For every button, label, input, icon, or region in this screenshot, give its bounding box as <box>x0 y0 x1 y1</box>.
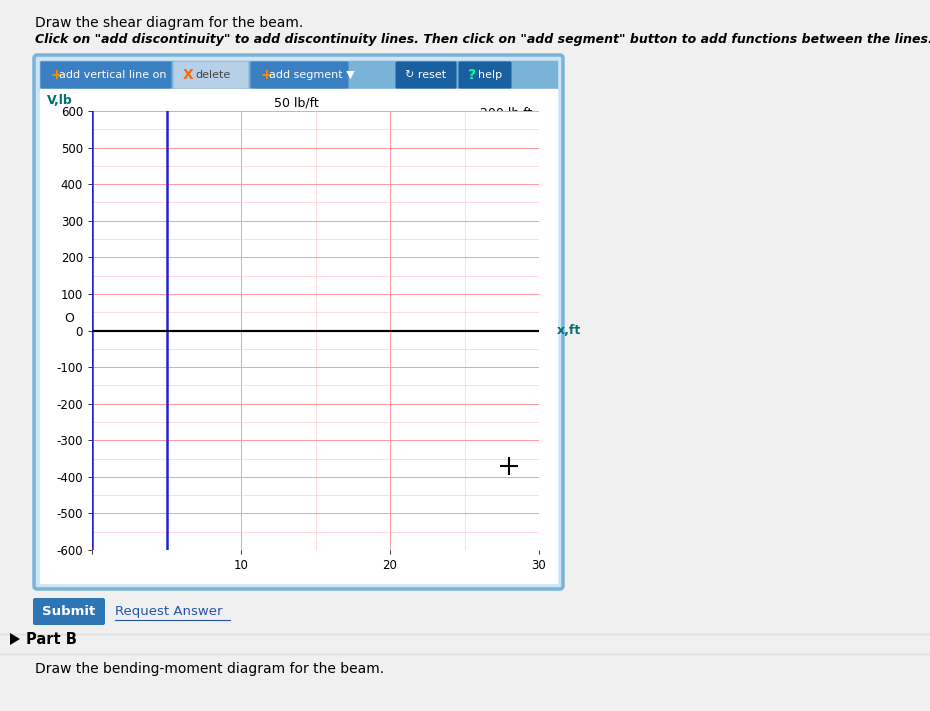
Polygon shape <box>335 171 357 187</box>
Text: C: C <box>450 149 458 163</box>
Text: 50 lb/ft: 50 lb/ft <box>274 97 319 110</box>
Polygon shape <box>10 633 20 645</box>
Text: Draw the shear diagram for the beam.: Draw the shear diagram for the beam. <box>35 16 303 30</box>
Text: Request Answer: Request Answer <box>115 605 222 618</box>
Text: B: B <box>351 156 360 169</box>
Text: Part B: Part B <box>26 631 77 646</box>
FancyBboxPatch shape <box>174 61 248 88</box>
FancyBboxPatch shape <box>33 598 105 625</box>
Text: help: help <box>478 70 502 80</box>
Text: delete: delete <box>195 70 231 80</box>
Polygon shape <box>137 171 159 187</box>
Bar <box>40 61 557 89</box>
Text: – 10 ft –: – 10 ft – <box>371 193 420 206</box>
FancyBboxPatch shape <box>34 55 563 589</box>
Text: V,lb: V,lb <box>47 94 73 107</box>
Text: x,ft: x,ft <box>557 324 581 337</box>
FancyBboxPatch shape <box>458 61 512 88</box>
FancyBboxPatch shape <box>395 61 457 88</box>
Text: A: A <box>131 149 140 163</box>
Text: Submit: Submit <box>43 605 96 618</box>
Text: ?: ? <box>468 68 476 82</box>
Text: +: + <box>260 68 272 82</box>
Bar <box>40 89 557 583</box>
FancyBboxPatch shape <box>250 61 349 88</box>
Text: – 20 ft –: – 20 ft – <box>222 193 272 206</box>
FancyBboxPatch shape <box>41 61 171 88</box>
Text: X: X <box>183 68 193 82</box>
Text: ↻ reset: ↻ reset <box>405 70 446 80</box>
Text: Draw the bending-moment diagram for the beam.: Draw the bending-moment diagram for the … <box>35 662 384 676</box>
Text: +: + <box>50 68 61 82</box>
Text: O: O <box>64 312 74 325</box>
Bar <box>148 145 445 171</box>
Text: add segment ▼: add segment ▼ <box>269 70 354 80</box>
Text: add vertical line on: add vertical line on <box>59 70 166 80</box>
Text: 200 lb·ft: 200 lb·ft <box>480 107 532 120</box>
Text: Click on "add discontinuity" to add discontinuity lines. Then click on "add segm: Click on "add discontinuity" to add disc… <box>35 33 930 46</box>
